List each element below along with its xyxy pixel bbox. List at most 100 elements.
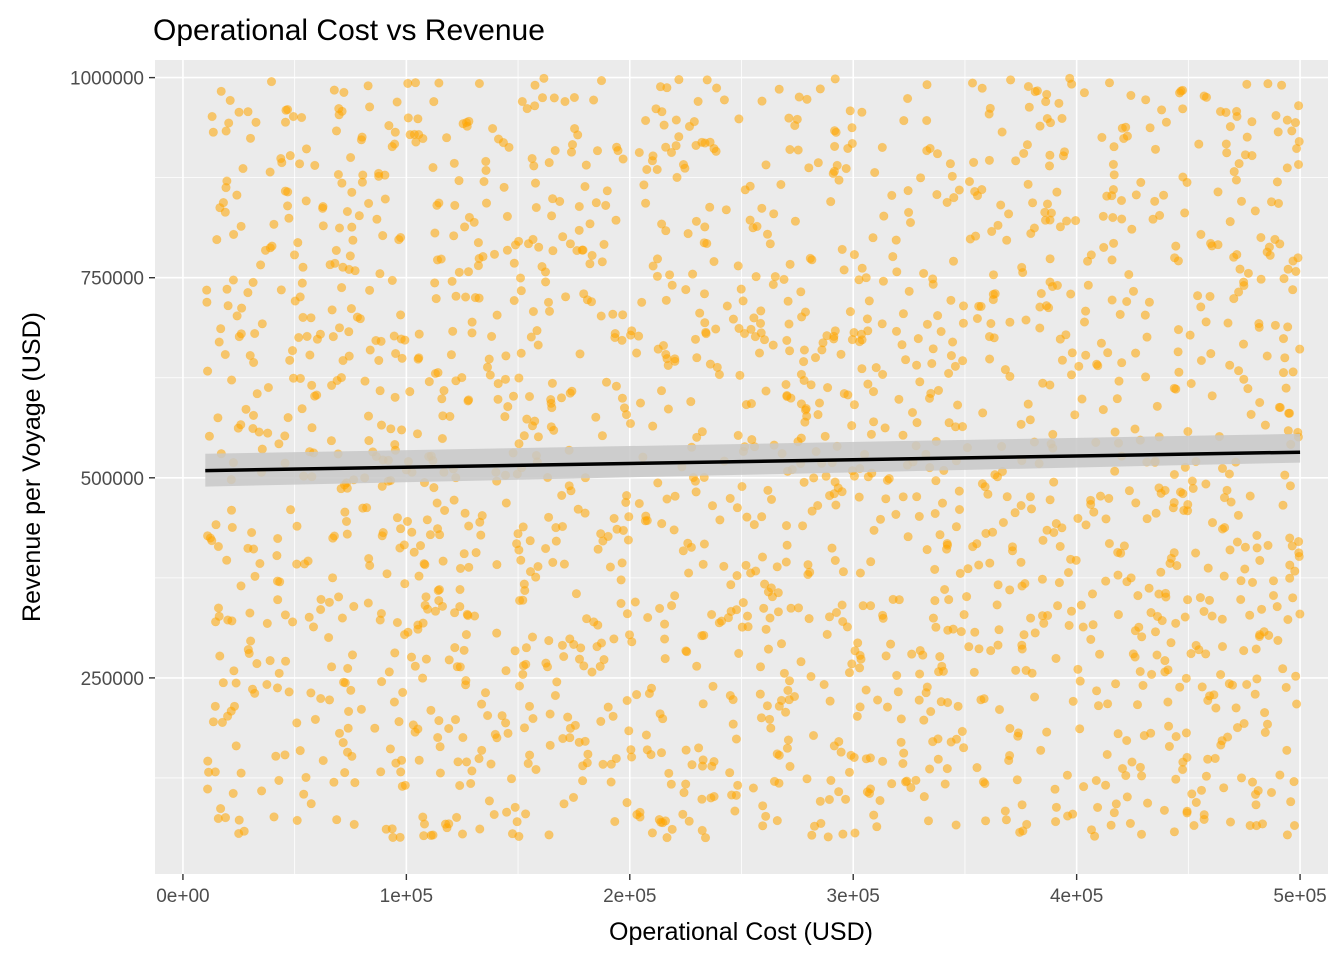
scatter-point [1092, 802, 1103, 813]
scatter-point [422, 515, 432, 525]
scatter-point [517, 96, 527, 107]
scatter-point [648, 261, 658, 271]
scatter-point [471, 547, 481, 558]
scatter-point [1121, 122, 1131, 132]
scatter-point [1097, 132, 1107, 142]
scatter-point [1183, 426, 1193, 437]
scatter-point [712, 362, 722, 372]
scatter-point [670, 491, 680, 501]
scatter-point [434, 715, 444, 726]
scatter-point [1148, 214, 1158, 224]
scatter-point [906, 782, 916, 793]
scatter-point [229, 229, 239, 239]
scatter-point [691, 487, 701, 497]
scatter-point [349, 601, 359, 612]
scatter-point [386, 424, 396, 434]
scatter-point [774, 701, 784, 711]
scatter-point [813, 410, 823, 420]
scatter-point [245, 350, 255, 361]
scatter-point [898, 309, 909, 319]
scatter-point [516, 286, 526, 296]
scatter-point [544, 830, 554, 840]
scatter-point [492, 628, 502, 638]
scatter-point [678, 809, 688, 819]
scatter-point [826, 775, 836, 786]
scatter-point [1221, 107, 1231, 117]
scatter-point [1116, 195, 1127, 206]
scatter-point [1146, 669, 1157, 680]
scatter-point [1061, 330, 1071, 340]
scatter-point [342, 206, 353, 217]
scatter-point [289, 250, 300, 260]
scatter-point [1199, 606, 1209, 617]
scatter-point [449, 495, 459, 505]
scatter-point [232, 311, 242, 321]
scatter-point [624, 726, 634, 736]
scatter-point [1293, 536, 1304, 547]
scatter-point [1125, 818, 1135, 829]
scatter-point [949, 193, 959, 203]
scatter-point [560, 292, 571, 302]
x-tick-label: 5e+05 [1273, 886, 1326, 907]
scatter-point [807, 506, 817, 516]
scatter-point [392, 617, 403, 628]
scatter-point [1251, 800, 1261, 810]
scatter-point [1010, 508, 1020, 518]
scatter-point [608, 711, 618, 721]
scatter-point [996, 200, 1006, 210]
scatter-point [280, 610, 291, 620]
scatter-point [1112, 394, 1122, 404]
scatter-point [602, 186, 612, 196]
scatter-point [1104, 78, 1115, 88]
scatter-point [467, 766, 477, 776]
scatter-point [823, 832, 833, 842]
scatter-point [348, 235, 358, 245]
scatter-point [202, 285, 212, 295]
scatter-point [436, 254, 446, 264]
scatter-point [987, 527, 998, 537]
scatter-point [900, 355, 911, 365]
scatter-point [1291, 699, 1302, 709]
scatter-point [405, 387, 415, 397]
scatter-point [1247, 151, 1257, 161]
scatter-point [899, 748, 909, 758]
scatter-point [394, 235, 404, 245]
scatter-point [203, 531, 213, 541]
scatter-point [350, 777, 360, 788]
scatter-point [765, 239, 775, 249]
scatter-point [657, 518, 667, 529]
scatter-point [697, 825, 707, 836]
scatter-point [1238, 339, 1249, 349]
scatter-point [220, 207, 230, 217]
scatter-point [1236, 594, 1246, 605]
scatter-point [216, 86, 226, 96]
scatter-point [829, 141, 840, 151]
scatter-point [747, 435, 757, 445]
scatter-point [301, 144, 312, 154]
scatter-point [1150, 627, 1161, 637]
scatter-point [824, 794, 835, 805]
scatter-point [1262, 719, 1273, 729]
scatter-point [558, 232, 568, 242]
scatter-point [1106, 820, 1116, 830]
scatter-point [1285, 533, 1295, 543]
scatter-point [1136, 771, 1147, 781]
scatter-point [509, 295, 519, 306]
scatter-point [1285, 481, 1295, 491]
scatter-point [547, 403, 557, 413]
scatter-point [730, 806, 740, 816]
scatter-point [757, 203, 767, 213]
scatter-point [1229, 167, 1239, 177]
scatter-point [284, 213, 294, 223]
scatter-point [599, 654, 609, 665]
scatter-point [683, 229, 693, 239]
scatter-point [1231, 106, 1242, 116]
scatter-point [1119, 133, 1129, 144]
scatter-point [726, 580, 736, 590]
scatter-point [420, 559, 430, 570]
scatter-point [510, 802, 520, 812]
scatter-point [324, 632, 334, 643]
scatter-point [492, 559, 502, 570]
scatter-point [657, 107, 667, 117]
scatter-point [1058, 151, 1068, 161]
